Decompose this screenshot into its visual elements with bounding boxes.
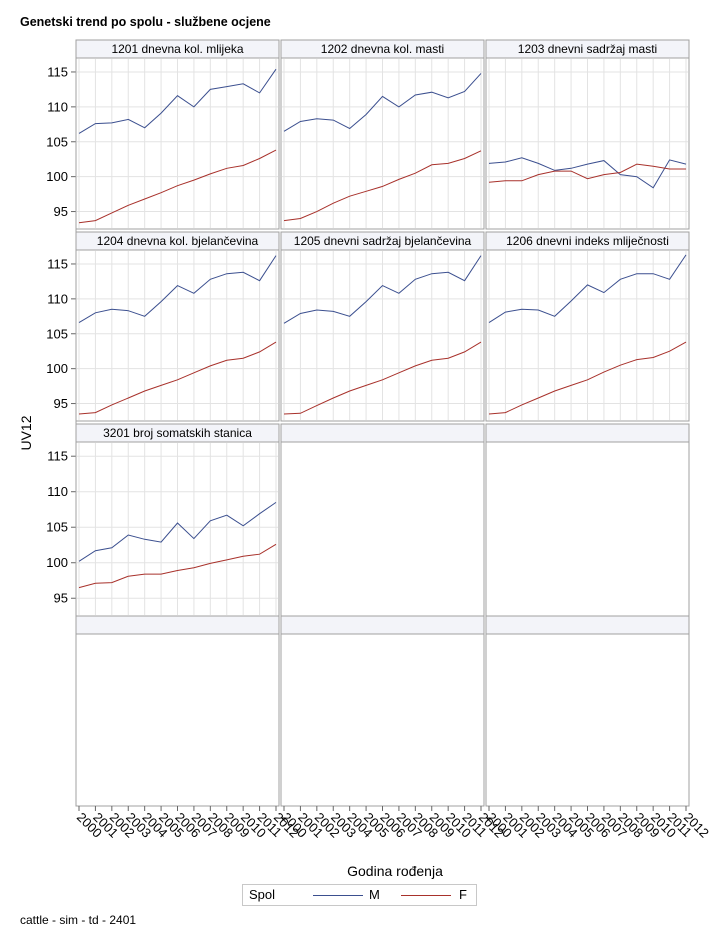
- legend-label-f: F: [459, 887, 467, 902]
- footnote: cattle - sim - td - 2401: [20, 913, 137, 927]
- legend: Spol M F: [242, 884, 477, 906]
- series-line-m: [488, 157, 687, 189]
- panel-label: 1201 dnevna kol. mlijeka: [111, 42, 243, 56]
- series-line-m: [488, 254, 687, 324]
- series-line-f: [78, 341, 277, 415]
- series-line-m: [78, 501, 277, 562]
- panel-9: [485, 423, 690, 617]
- y-tick-label: 105: [46, 520, 68, 535]
- panel-8: [280, 423, 485, 617]
- panel-12: [485, 615, 690, 807]
- panel-3: 1203 dnevni sadržaj masti: [485, 39, 690, 230]
- panel-10: [75, 615, 280, 807]
- series-line-m: [283, 255, 482, 324]
- panel-frame: [280, 633, 485, 807]
- y-tick-label: 95: [54, 396, 68, 411]
- y-tick-label: 110: [47, 99, 68, 114]
- panel-frame: [280, 441, 485, 617]
- chart-title: Genetski trend po spolu - službene ocjen…: [20, 15, 271, 29]
- panel-label: 1205 dnevni sadržaj bjelančevina: [294, 234, 472, 248]
- panel-4: 1204 dnevna kol. bjelančevina: [75, 231, 280, 422]
- panel-2: 1202 dnevna kol. masti: [280, 39, 485, 230]
- panel-frame: [75, 633, 280, 807]
- y-tick-label: 100: [46, 361, 68, 376]
- y-tick-label: 110: [47, 291, 68, 306]
- panel-label: 1202 dnevna kol. masti: [321, 42, 444, 56]
- panel-label: 1203 dnevni sadržaj masti: [518, 42, 657, 56]
- y-tick-label: 105: [46, 134, 68, 149]
- y-tick-label: 100: [46, 169, 68, 184]
- panel-1: 1201 dnevna kol. mlijeka: [75, 39, 280, 230]
- panel-header: [485, 423, 690, 443]
- y-tick-label: 110: [47, 484, 68, 499]
- panel-label: 1206 dnevni indeks mliječnosti: [506, 234, 669, 248]
- x-axis: 2000200120022003200420052006200720082009…: [74, 806, 712, 879]
- series-line-f: [78, 543, 277, 589]
- legend-title: Spol: [249, 887, 276, 902]
- x-axis-title: Godina rođenja: [347, 863, 443, 879]
- panel-header: [485, 615, 690, 635]
- y-axis-title: UV12: [18, 415, 34, 450]
- series-line-m: [78, 68, 277, 134]
- panel-11: [280, 615, 485, 807]
- y-tick-label: 115: [47, 256, 68, 271]
- series-line-f: [488, 163, 686, 183]
- legend-line-f: [401, 895, 451, 896]
- series-line-m: [78, 255, 277, 324]
- panel-header: [280, 423, 485, 443]
- panel-frame: [485, 441, 690, 617]
- y-tick-label: 115: [47, 449, 68, 464]
- y-axis: 95 100 105 110 115 95 100 105 110 115 95 100 105 110 1…: [18, 58, 77, 806]
- y-tick-label: 95: [54, 591, 68, 606]
- panel-7: 3201 broj somatskih stanica: [75, 423, 280, 617]
- panel-label: 1204 dnevna kol. bjelančevina: [97, 234, 259, 248]
- series-line-f: [283, 150, 482, 222]
- legend-line-m: [313, 895, 363, 896]
- panel-label: 3201 broj somatskih stanica: [103, 426, 252, 440]
- panel-header: [75, 615, 280, 635]
- series-line-f: [488, 341, 687, 415]
- panel-5: 1205 dnevni sadržaj bjelančevina: [280, 231, 485, 422]
- panel-6: 1206 dnevni indeks mliječnosti: [485, 231, 690, 422]
- y-tick-label: 105: [46, 326, 68, 341]
- series-line-m: [283, 73, 482, 132]
- y-tick-label: 100: [46, 555, 68, 570]
- series-line-f: [283, 341, 482, 415]
- y-tick-label: 115: [47, 64, 68, 79]
- panel-header: [280, 615, 485, 635]
- legend-label-m: M: [369, 887, 380, 902]
- series-line-f: [78, 149, 277, 224]
- y-tick-label: 95: [54, 204, 68, 219]
- panel-frame: [485, 633, 690, 807]
